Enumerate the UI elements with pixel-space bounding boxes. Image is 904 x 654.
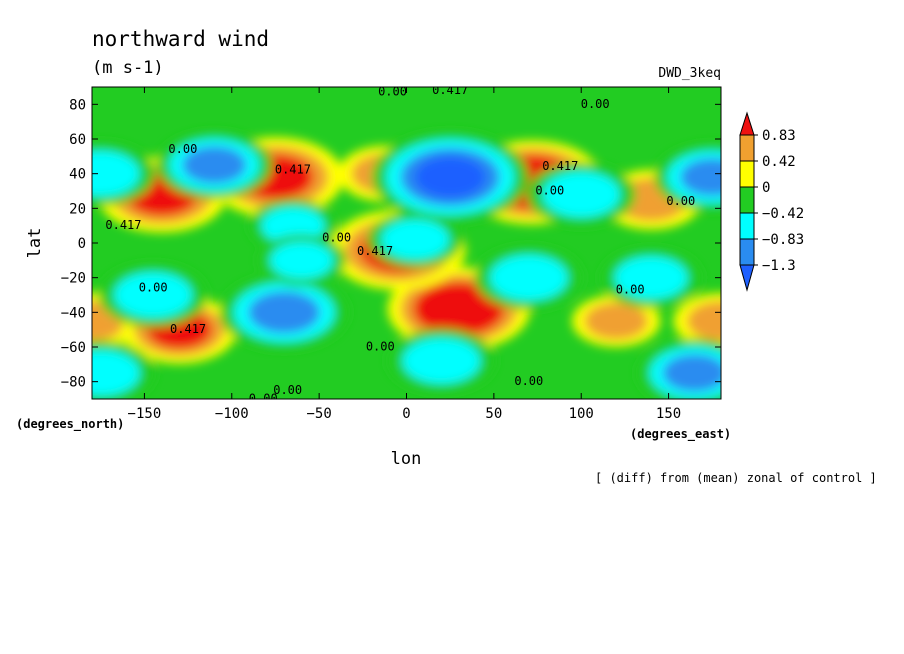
field-band <box>418 347 465 375</box>
contour-label: 0.417 <box>170 322 206 336</box>
field-band <box>557 180 605 209</box>
field-feature-6 <box>673 293 721 349</box>
field-band <box>195 153 234 177</box>
x-axis-label: lon <box>391 449 422 469</box>
field-feature-15 <box>92 141 156 206</box>
field-band <box>693 165 721 189</box>
x-tick-label: 50 <box>485 406 502 422</box>
field-band <box>700 309 721 333</box>
x-axis-units: (degrees_east) <box>630 427 731 442</box>
contour-label: 0.417 <box>432 83 468 97</box>
field-band <box>597 309 636 333</box>
x-tick-label: −100 <box>215 406 249 422</box>
field-feature-19 <box>219 274 349 351</box>
field-band <box>92 159 125 188</box>
y-tick-label: 40 <box>69 167 86 183</box>
colorbar-label: 0 <box>762 180 770 196</box>
y-axis-label: lat <box>25 228 45 259</box>
contour-label: 0.00 <box>366 339 395 353</box>
colorbar-box <box>739 160 755 188</box>
field-band <box>262 299 306 326</box>
field-feature-9 <box>571 295 661 347</box>
contour-label: 0.417 <box>357 244 393 258</box>
contour-label: 0.00 <box>168 142 197 156</box>
field-feature-23 <box>637 339 721 399</box>
footnote: [ (diff) from (mean) zonal of control ] <box>595 471 877 485</box>
contour-label: 0.00 <box>273 383 302 397</box>
colorbar-box <box>739 186 755 214</box>
field-band <box>428 164 472 190</box>
y-axis-units: (degrees_north) <box>16 417 124 432</box>
field-band <box>629 264 673 291</box>
colorbar-box <box>739 238 755 266</box>
colorbar-arrow-bottom <box>739 264 755 292</box>
x-tick-label: −50 <box>306 406 331 422</box>
colorbar: 0.83 0.42 0 −0.42 −0.83 −1.3 <box>739 111 804 292</box>
colorbar-label: 0.83 <box>762 128 796 144</box>
plot-area: 0.00 0.4170.000.000.4170.000.4170.000.417… <box>92 83 721 405</box>
model-label: DWD_3keq <box>658 66 721 81</box>
field-feature-20 <box>257 234 346 287</box>
y-tick-label: −80 <box>61 375 86 391</box>
field-band <box>505 263 553 292</box>
contour-label: 0.00 <box>322 230 351 244</box>
field-band <box>129 281 177 309</box>
x-tick-label: 0 <box>402 406 410 422</box>
colorbar-label: −0.83 <box>762 232 804 248</box>
contour-label: 0.417 <box>275 163 311 177</box>
field-band <box>675 361 715 385</box>
field-band <box>439 297 479 321</box>
contour-label: 0.417 <box>542 159 578 173</box>
colorbar-label: −1.3 <box>762 258 796 274</box>
field-feature-13 <box>526 162 636 227</box>
y-tick-label: −20 <box>61 271 86 287</box>
field-feature-11 <box>371 131 529 224</box>
y-tick-label: 60 <box>69 132 86 148</box>
field-band <box>92 359 125 387</box>
colorbar-label: 0.42 <box>762 154 796 170</box>
field-feature-12 <box>156 131 273 199</box>
contour-label: 0.00 <box>666 194 695 208</box>
chart-subtitle: (m s-1) <box>92 58 164 78</box>
field-feature-14 <box>654 143 721 212</box>
field-feature-18 <box>98 263 208 327</box>
field-band <box>394 227 436 252</box>
y-tick-label: −60 <box>61 340 86 356</box>
field-band <box>92 309 113 333</box>
contour-label: 0.00 <box>378 85 407 99</box>
field-feature-24 <box>387 328 496 393</box>
colorbar-box <box>739 134 755 162</box>
field-feature-25 <box>92 341 156 399</box>
colorbar-arrow-top <box>739 111 755 136</box>
field-feature-22 <box>600 247 703 308</box>
colorbar-box <box>739 212 755 240</box>
y-tick-label: 80 <box>69 97 86 113</box>
x-tick-label: 100 <box>569 406 594 422</box>
chart-title: northward wind <box>92 27 269 51</box>
y-tick-label: −40 <box>61 305 86 321</box>
colorbar-label: −0.42 <box>762 206 804 222</box>
field-feature-21 <box>474 245 584 310</box>
x-tick-label: 150 <box>656 406 681 422</box>
contour-label: 0.00 <box>249 391 278 405</box>
contour-label: 0.00 <box>535 183 564 197</box>
contour-label: 0.00 <box>616 282 645 296</box>
field-band <box>282 249 321 272</box>
contour-label: 0.00 <box>139 281 168 295</box>
field-band <box>273 214 312 237</box>
field-feature-17 <box>367 211 463 268</box>
y-tick-label: 0 <box>78 236 86 252</box>
contour-label: 0.00 <box>581 97 610 111</box>
x-tick-label: −150 <box>128 406 162 422</box>
contour-label: 0.00 <box>514 374 543 388</box>
y-tick-label: 20 <box>69 201 86 217</box>
contour-label: 0.417 <box>105 218 141 232</box>
